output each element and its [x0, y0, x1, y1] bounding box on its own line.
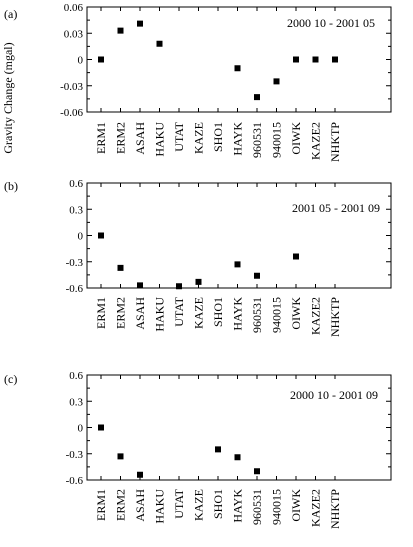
- panel-c-period: 2000 10 - 2001 09: [290, 388, 378, 402]
- panel-c-label: (c): [4, 372, 17, 386]
- panel-a-point-erm1: [98, 56, 104, 63]
- panel-a-xtick-label-oiwk: OIWK: [289, 122, 303, 155]
- panel-a-point-960531: [254, 94, 260, 101]
- panel-b-xtick-label-kaze2: KAZE2: [309, 297, 323, 335]
- panel-a-xtick-label-erm1: ERM1: [94, 122, 108, 154]
- panel-c-point-erm2: [117, 453, 124, 460]
- panel-b-xtick-label-940015: 940015: [270, 297, 284, 333]
- panel-a-xtick-label-hayk: HAYK: [231, 122, 245, 156]
- panel-a-point-kaze2: [312, 56, 319, 63]
- panel-c-xtick-label-940015: 940015: [270, 489, 284, 525]
- panel-b-xtick-label-erm2: ERM2: [114, 297, 128, 329]
- panel-b-point-960531: [254, 272, 260, 279]
- panel-c-ytick-label: 0.3: [69, 396, 83, 408]
- panel-b-xtick-label-haku: HAKU: [153, 297, 167, 332]
- panel-b-point-erm2: [117, 264, 124, 271]
- panel-b-ytick-label: 0.3: [69, 204, 83, 216]
- panel-a-ytick-label: 0.03: [64, 28, 84, 40]
- panel-c-point-hayk: [234, 454, 241, 461]
- panel-c-ytick-label: -0.3: [66, 449, 84, 461]
- panel-c-xtick-label-erm2: ERM2: [114, 489, 128, 521]
- panel-a-point-hayk: [234, 65, 241, 72]
- panel-c-xtick-label-kaze: KAZE: [192, 489, 206, 521]
- panel-a-label: (a): [4, 7, 17, 21]
- panel-b-frame: [86, 182, 392, 289]
- panel-a-ytick-label: -0.06: [60, 107, 83, 119]
- panel-b-xtick-label-sho1: SHO1: [211, 297, 225, 327]
- panel-b-xtick-label-960531: 960531: [250, 297, 264, 333]
- panel-a-ytick-label: 0.06: [64, 2, 84, 14]
- panel-b-xtick-label-hayk: HAYK: [231, 297, 245, 331]
- panel-b-ytick-label: -0.3: [66, 257, 84, 269]
- panel-c-point-erm1: [98, 424, 104, 431]
- panel-b-label: (b): [4, 179, 18, 193]
- panel-a-xtick-label-utat: UTAT: [172, 121, 186, 151]
- panel-c-xtick-label-utat: UTAT: [172, 488, 186, 518]
- panel-a-ytick-label: 0: [78, 55, 84, 67]
- panel-c-ytick-label: 0.6: [69, 370, 83, 382]
- panel-a-xtick-label-sho1: SHO1: [211, 122, 225, 152]
- panel-a-ytick-label: -0.03: [60, 81, 83, 93]
- panel-b-ytick-label: -0.6: [66, 283, 84, 295]
- panel-a-point-erm2: [117, 27, 124, 34]
- panel-b-ytick-label: 0: [78, 231, 84, 243]
- panel-c-xtick-label-nhktp: NHKTP: [328, 489, 342, 529]
- panel-b-xtick-label-kaze: KAZE: [192, 297, 206, 329]
- panel-a-xtick-label-940015: 940015: [270, 122, 284, 158]
- panel-c-point-960531: [254, 468, 260, 475]
- panel-a-xtick-label-960531: 960531: [250, 122, 264, 158]
- panel-b-xtick-label-utat: UTAT: [172, 296, 186, 326]
- panel-a-xtick-label-kaze: KAZE: [192, 122, 206, 154]
- panel-b-xtick-label-erm1: ERM1: [94, 297, 108, 329]
- panel-a-xtick-label-asah: ASAH: [133, 122, 147, 155]
- panel-c-ytick-label: 0: [78, 423, 84, 435]
- panel-c-xtick-label-haku: HAKU: [153, 489, 167, 524]
- panel-b-period: 2001 05 - 2001 09: [292, 201, 380, 215]
- panel-a-xtick-label-kaze2: KAZE2: [309, 122, 323, 160]
- panel-c-xtick-label-kaze2: KAZE2: [309, 489, 323, 527]
- panel-c-xtick-label-hayk: HAYK: [231, 489, 245, 523]
- panel-b-point-asah: [137, 282, 143, 289]
- panel-a-xtick-label-nhktp: NHKTP: [328, 122, 342, 162]
- panel-b-point-kaze: [195, 278, 202, 285]
- panel-b-point-erm1: [98, 232, 104, 239]
- panel-b-point-utat: [176, 283, 182, 290]
- panel-b-point-oiwk: [293, 253, 299, 260]
- panel-a-point-haku: [156, 40, 163, 47]
- panel-b-point-hayk: [234, 261, 241, 268]
- panel-c-ytick-label: -0.6: [66, 475, 84, 487]
- panel-c-xtick-label-sho1: SHO1: [211, 489, 225, 519]
- panel-c-xtick-label-erm1: ERM1: [94, 489, 108, 521]
- panel-a-point-940015: [273, 78, 280, 85]
- y-axis-label: Gravity Change (mgal): [1, 42, 15, 153]
- panel-b-xtick-label-nhktp: NHKTP: [328, 297, 342, 337]
- panel-a-point-oiwk: [293, 56, 299, 63]
- panel-a-point-nhktp: [332, 56, 338, 63]
- panel-c-xtick-label-oiwk: OIWK: [289, 489, 303, 522]
- panel-b-ytick-label: 0.6: [69, 178, 83, 190]
- panel-b-xtick-label-asah: ASAH: [133, 297, 147, 330]
- panel-a-xtick-label-haku: HAKU: [153, 122, 167, 157]
- panel-b-xtick-label-oiwk: OIWK: [289, 297, 303, 330]
- panel-c-point-asah: [137, 471, 143, 478]
- panel-a-xtick-label-erm2: ERM2: [114, 122, 128, 154]
- panel-c-xtick-label-960531: 960531: [250, 489, 264, 525]
- panel-c-point-sho1: [215, 446, 221, 453]
- panel-a-period: 2000 10 - 2001 05: [287, 16, 375, 30]
- panel-c-xtick-label-asah: ASAH: [133, 489, 147, 522]
- panel-a-point-asah: [137, 20, 143, 27]
